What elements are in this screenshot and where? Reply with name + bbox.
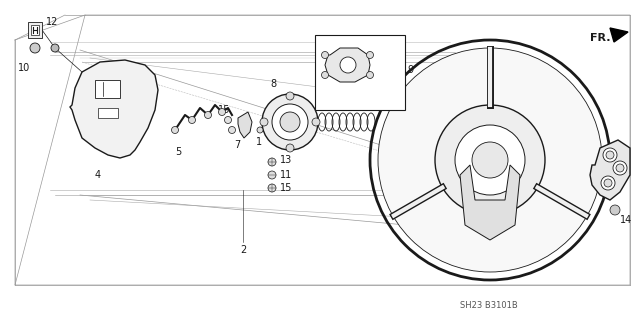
Circle shape [257,127,263,133]
Circle shape [610,205,620,215]
Polygon shape [31,25,39,35]
Circle shape [472,142,508,178]
Circle shape [312,118,320,126]
Polygon shape [325,48,370,82]
Polygon shape [590,140,630,200]
Polygon shape [70,60,158,158]
Circle shape [225,116,232,123]
Circle shape [260,118,268,126]
Circle shape [616,164,624,172]
Text: 5: 5 [175,147,181,157]
Text: 2: 2 [240,245,246,255]
Circle shape [172,127,179,133]
Text: 13: 13 [280,155,292,165]
Text: 14: 14 [620,215,632,225]
Circle shape [30,43,40,53]
Text: 9: 9 [407,65,413,75]
Circle shape [218,108,225,115]
Text: 11: 11 [280,170,292,180]
Circle shape [340,57,356,73]
Circle shape [367,51,374,58]
Text: 3: 3 [580,130,586,140]
Circle shape [604,179,612,187]
Circle shape [321,71,328,78]
Circle shape [601,176,615,190]
Circle shape [606,151,614,159]
Circle shape [378,48,602,272]
Text: 15: 15 [218,105,230,115]
Circle shape [268,158,276,166]
Text: 14: 14 [540,160,552,170]
Text: 12: 12 [46,17,58,27]
Text: 10: 10 [18,63,30,73]
Polygon shape [610,28,628,42]
Circle shape [321,51,328,58]
Text: FR.: FR. [590,33,611,43]
Polygon shape [98,108,118,118]
Circle shape [205,112,211,118]
Polygon shape [95,80,120,98]
Text: 7: 7 [234,140,240,150]
Circle shape [189,116,195,123]
Text: SH23 B3101B: SH23 B3101B [460,300,518,309]
Circle shape [367,71,374,78]
Text: 15: 15 [280,183,292,193]
Text: 1: 1 [256,137,262,147]
Circle shape [286,92,294,100]
Circle shape [228,127,236,133]
Circle shape [51,44,59,52]
Circle shape [280,112,300,132]
Circle shape [286,144,294,152]
Circle shape [272,104,308,140]
Circle shape [613,161,627,175]
Bar [315,35,405,110]
Text: 6: 6 [578,145,584,155]
Polygon shape [238,112,252,138]
Circle shape [435,105,545,215]
Circle shape [455,125,525,195]
Circle shape [262,94,318,150]
Circle shape [268,171,276,179]
Polygon shape [28,22,42,38]
Text: 8: 8 [270,79,276,89]
Circle shape [268,184,276,192]
Text: 4: 4 [95,170,101,180]
Circle shape [603,148,617,162]
Polygon shape [460,165,520,240]
